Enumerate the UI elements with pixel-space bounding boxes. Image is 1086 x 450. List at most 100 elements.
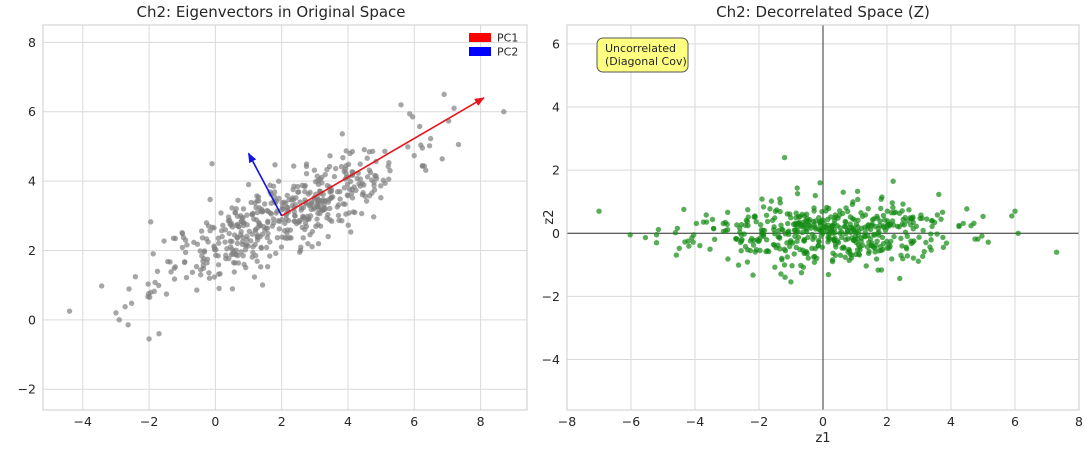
scatter-point — [774, 207, 780, 213]
scatter-point — [354, 175, 360, 182]
scatter-point — [778, 271, 784, 277]
scatter-point — [211, 274, 218, 280]
scatter-point — [842, 218, 848, 225]
scatter-point — [267, 253, 273, 259]
scatter-point — [338, 164, 345, 170]
scatter-point — [794, 238, 800, 244]
scatter-point — [872, 223, 878, 230]
scatter-point — [302, 189, 308, 195]
scatter-point — [752, 213, 758, 219]
x-tick-label: 8 — [477, 414, 485, 429]
scatter-point — [913, 223, 920, 230]
scatter-point — [253, 217, 260, 223]
scatter-point — [761, 227, 768, 234]
scatter-point — [156, 330, 162, 337]
y-tick-label: 2 — [552, 163, 560, 178]
scatter-point — [254, 232, 261, 238]
left-eigenvector-arrows — [247, 97, 485, 217]
x-tick-label: 6 — [1011, 414, 1019, 429]
scatter-point — [891, 210, 897, 216]
scatter-point — [686, 243, 692, 249]
scatter-point — [904, 253, 911, 259]
scatter-point — [320, 196, 326, 203]
scatter-point — [771, 224, 777, 230]
scatter-point — [842, 254, 848, 260]
scatter-point — [798, 269, 805, 276]
scatter-point — [863, 263, 869, 269]
scatter-point — [964, 206, 970, 212]
scatter-point — [259, 231, 266, 237]
scatter-point — [201, 248, 208, 254]
scatter-point — [782, 231, 789, 237]
scatter-point — [249, 211, 255, 217]
scatter-point — [878, 205, 884, 212]
scatter-point — [340, 154, 346, 161]
scatter-point — [194, 241, 201, 247]
scatter-point — [272, 162, 278, 168]
scatter-point — [337, 196, 343, 202]
scatter-point — [278, 244, 285, 250]
scatter-point — [229, 246, 235, 253]
scatter-point — [215, 271, 222, 277]
scatter-point — [938, 216, 944, 222]
scatter-point — [293, 220, 300, 227]
scatter-point — [145, 281, 151, 287]
scatter-point — [899, 208, 905, 214]
scatter-point — [145, 294, 151, 300]
scatter-point — [811, 208, 817, 214]
scatter-point — [235, 197, 241, 203]
x-tick-label: −4 — [686, 414, 704, 429]
scatter-point — [245, 243, 251, 249]
scatter-point — [777, 196, 783, 202]
scatter-point — [900, 216, 906, 223]
scatter-point — [934, 231, 940, 237]
scatter-point — [239, 238, 246, 245]
scatter-point — [873, 256, 880, 262]
scatter-point — [642, 234, 649, 241]
scatter-point — [213, 246, 219, 253]
scatter-point — [781, 246, 788, 252]
scatter-point — [182, 249, 189, 256]
scatter-point — [419, 145, 426, 151]
scatter-point — [357, 183, 363, 189]
scatter-point — [763, 237, 770, 243]
scatter-point — [750, 272, 756, 278]
scatter-point — [751, 237, 757, 243]
scatter-point — [451, 105, 457, 111]
scatter-point — [691, 232, 697, 238]
scatter-point — [335, 202, 342, 208]
scatter-point — [189, 269, 196, 276]
scatter-point — [387, 167, 393, 174]
scatter-point — [889, 256, 895, 262]
scatter-point — [325, 233, 331, 240]
scatter-point — [237, 213, 244, 219]
scatter-point — [627, 232, 633, 238]
scatter-point — [259, 282, 266, 288]
scatter-point — [152, 279, 158, 286]
scatter-point — [837, 252, 844, 259]
scatter-point — [276, 226, 282, 232]
scatter-point — [820, 230, 826, 237]
scatter-point — [788, 279, 794, 285]
scatter-point — [693, 220, 700, 227]
scatter-point — [857, 244, 863, 250]
scatter-point — [901, 222, 907, 228]
scatter-point — [386, 160, 392, 166]
scatter-point — [763, 212, 770, 218]
scatter-point — [314, 216, 320, 222]
scatter-point — [233, 252, 239, 258]
scatter-point — [289, 197, 295, 203]
scatter-point — [284, 192, 290, 199]
scatter-point — [843, 205, 849, 211]
scatter-point — [775, 234, 781, 240]
scatter-point — [170, 235, 177, 241]
scatter-point — [908, 240, 915, 247]
scatter-point — [818, 218, 825, 224]
scatter-point — [782, 274, 788, 280]
scatter-point — [369, 177, 375, 183]
scatter-point — [915, 258, 922, 264]
scatter-point — [324, 182, 331, 189]
scatter-point — [846, 248, 853, 254]
scatter-point — [307, 202, 314, 208]
scatter-point — [265, 219, 271, 226]
